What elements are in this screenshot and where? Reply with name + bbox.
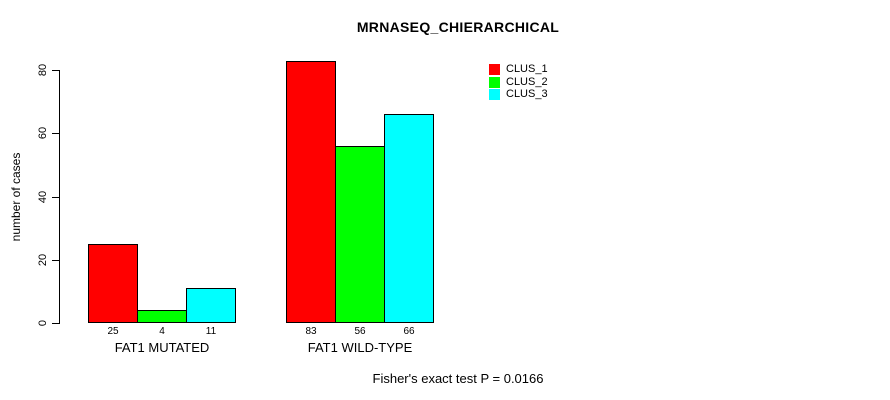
bar-value-label: 66 (403, 326, 415, 337)
legend-swatch-clus-3 (489, 89, 500, 100)
y-axis-line (59, 70, 60, 324)
bar-clus-3-fat1-wild-type (384, 114, 434, 323)
y-tick-mark (52, 323, 59, 324)
bar-value-label: 11 (205, 326, 217, 337)
y-tick-label: 20 (37, 253, 49, 266)
x-category-label-fat1-mutated: FAT1 MUTATED (114, 340, 210, 355)
chart-title: MRNASEQ_CHIERARCHICAL (356, 19, 560, 35)
x-category-label-fat1-wild-type: FAT1 WILD-TYPE (307, 340, 413, 355)
legend-swatch-clus-2 (489, 76, 500, 88)
y-tick-mark (52, 196, 59, 198)
legend-label: CLUS_1 (506, 63, 548, 75)
y-tick-mark (52, 70, 59, 72)
y-tick-label: 80 (37, 64, 49, 77)
bar-value-label: 83 (305, 326, 317, 337)
bar-clus-3-fat1-mutated (186, 288, 236, 323)
y-tick-mark (52, 133, 59, 135)
legend-swatch-clus-1 (489, 64, 500, 75)
y-tick-mark (52, 259, 59, 261)
legend-label: CLUS_2 (506, 75, 548, 88)
legend-item-clus-3: CLUS_3 (489, 89, 548, 100)
legend-label: CLUS_3 (506, 88, 548, 100)
fishers-test-annotation: Fisher's exact test P = 0.0166 (372, 371, 544, 386)
bar-clus-1-fat1-mutated (88, 244, 138, 323)
y-tick-label: 0 (37, 319, 49, 327)
legend-item-clus-2: CLUS_2 (489, 75, 548, 88)
y-tick-label: 60 (37, 127, 49, 140)
legend: CLUS_1 CLUS_2 CLUS_3 (489, 64, 548, 102)
bar-value-label: 56 (354, 326, 366, 337)
bar-value-label: 25 (107, 326, 119, 337)
bar-clus-1-fat1-wild-type (286, 60, 336, 323)
bar-clus-2-fat1-mutated (137, 310, 187, 323)
bar-clus-2-fat1-wild-type (335, 146, 385, 323)
legend-item-clus-1: CLUS_1 (489, 64, 548, 75)
y-tick-label: 40 (37, 190, 49, 203)
bar-value-label: 4 (159, 326, 165, 337)
